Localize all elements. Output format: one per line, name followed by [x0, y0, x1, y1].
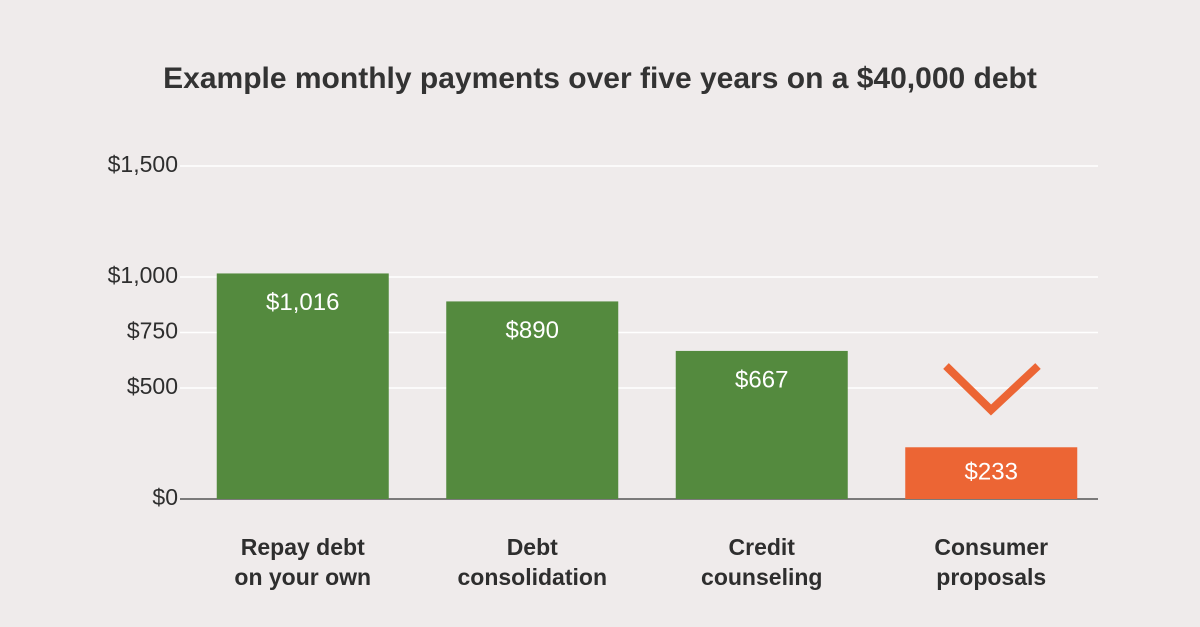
arrow-head: [943, 363, 1041, 416]
bars: $1,016 $890 $667 $233: [216, 273, 1078, 499]
y-tick-label: $500: [127, 373, 178, 399]
bar: [446, 301, 619, 499]
chart-title: Example monthly payments over five years…: [163, 62, 1037, 95]
y-tick-label: $750: [127, 318, 178, 344]
bar: [216, 273, 389, 499]
bar-value-label: $233: [965, 458, 1018, 485]
y-tick-label: $1,500: [108, 151, 178, 177]
x-tick-label: Credit counseling: [701, 534, 823, 590]
x-tick-label: Repay debt on your own: [234, 534, 372, 590]
bar: [905, 447, 1078, 499]
bar-value-label: $1,016: [266, 289, 339, 316]
y-tick-label: $1,000: [108, 262, 178, 288]
x-tick-label: Consumer proposals: [934, 534, 1049, 590]
x-tick-label: Debt consolidation: [457, 534, 608, 590]
bar-value-label: $890: [506, 317, 559, 344]
bar-value-label: $667: [735, 366, 788, 393]
y-tick-label: $0: [152, 484, 178, 510]
bar: [675, 350, 848, 499]
